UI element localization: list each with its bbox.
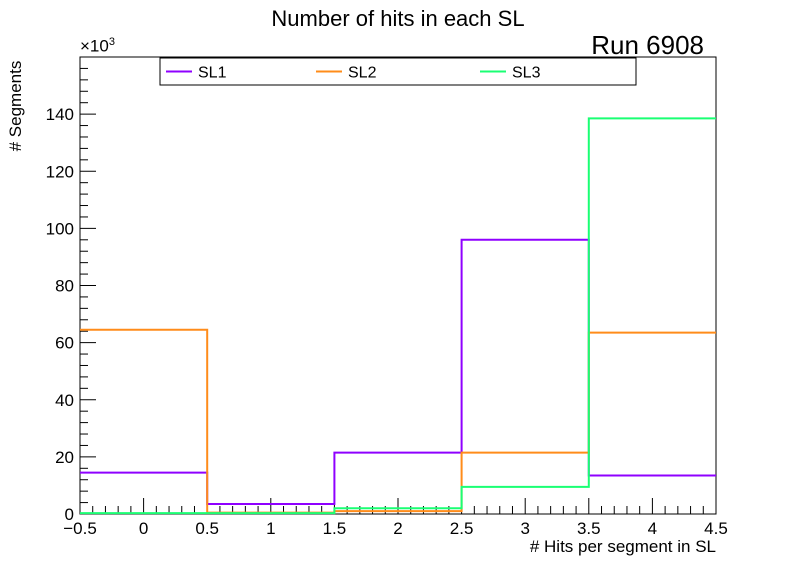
x-tick-label: −0.5: [63, 519, 97, 538]
legend: SL1 SL2 SL3: [159, 57, 637, 86]
x-tick-label: 1.5: [323, 519, 347, 538]
x-axis-label: # Hits per segment in SL: [529, 537, 716, 556]
legend-label-sl3: SL3: [512, 65, 541, 82]
y-axis-multiplier: ×103: [80, 36, 115, 57]
legend-label-sl1: SL1: [198, 65, 227, 82]
y-tick-label: 120: [46, 162, 74, 181]
series-line-sl3: [80, 117, 716, 515]
y-tick-label: 140: [46, 105, 74, 124]
y-tick-label: 100: [46, 219, 74, 238]
x-tick-label: 2: [393, 519, 402, 538]
y-tick-label: 40: [55, 391, 74, 410]
x-tick-label: 2.5: [450, 519, 474, 538]
plot-frame: [79, 56, 717, 515]
x-tick-label: 0.5: [195, 519, 219, 538]
legend-box: [159, 57, 637, 86]
y-tick-label: 20: [55, 448, 74, 467]
series-line-sl2: [80, 328, 716, 514]
series-line-sl1: [80, 238, 716, 506]
x-tick-label: 1: [266, 519, 275, 538]
x-tick-label: 3: [520, 519, 529, 538]
x-tick-label: 3.5: [577, 519, 601, 538]
run-label: Run 6908: [591, 30, 704, 60]
y-multiplier-exponent: 3: [108, 36, 115, 48]
chart-title: Number of hits in each SL: [271, 6, 525, 31]
x-tick-label: 4.5: [704, 519, 728, 538]
x-tick-label: 0: [139, 519, 148, 538]
y-tick-label: 60: [55, 334, 74, 353]
x-tick-label: 4: [648, 519, 657, 538]
y-tick-label: 0: [65, 505, 74, 524]
y-tick-label: 80: [55, 277, 74, 296]
y-multiplier-base: ×10: [80, 36, 109, 56]
legend-label-sl2: SL2: [348, 65, 377, 82]
